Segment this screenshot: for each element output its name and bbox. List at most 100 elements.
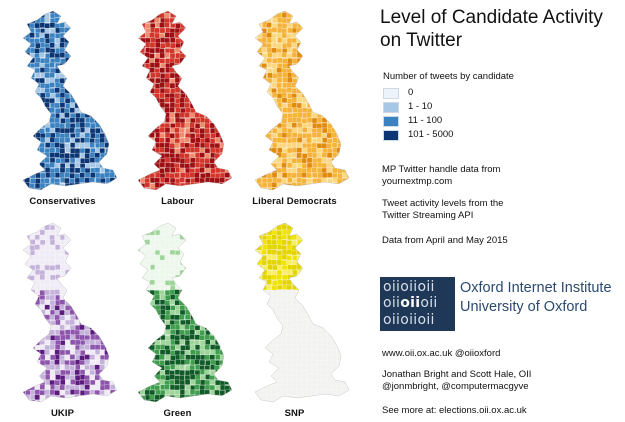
- constituency-cell: [185, 167, 191, 174]
- constituency-cell: [130, 260, 135, 265]
- constituency-cell: [29, 158, 36, 164]
- constituency-cell: [94, 12, 101, 19]
- constituency-cell: [327, 305, 333, 311]
- constituency-cell: [219, 224, 226, 231]
- constituency-cell: [49, 254, 55, 261]
- constituency-cell: [149, 399, 156, 402]
- constituency-cell: [64, 67, 70, 73]
- constituency-cell: [94, 52, 101, 58]
- constituency-cell: [185, 384, 191, 391]
- constituency-cell: [301, 37, 308, 43]
- constituency-cell: [312, 254, 318, 260]
- constituency-cell: [204, 309, 210, 315]
- constituency-cell: [169, 173, 175, 179]
- constituency-cell: [204, 62, 211, 69]
- constituency-cell: [291, 364, 297, 371]
- constituency-cell: [247, 370, 252, 375]
- constituency-cell: [276, 344, 282, 351]
- constituency-cell: [104, 158, 111, 164]
- constituency-cell: [109, 112, 115, 119]
- constituency-cell: [199, 314, 205, 321]
- constituency-cell: [125, 178, 130, 183]
- constituency-cell: [164, 82, 171, 88]
- constituency-cell: [39, 147, 45, 153]
- constituency-cell: [174, 289, 180, 295]
- constituency-cell: [237, 133, 242, 138]
- constituency-cell: [307, 37, 313, 43]
- constituency-cell: [59, 349, 66, 356]
- constituency-cell: [255, 339, 258, 346]
- constituency-cell: [237, 93, 242, 98]
- constituency-cell: [159, 82, 165, 88]
- constituency-cell: [159, 254, 165, 261]
- constituency-cell: [346, 339, 349, 346]
- constituency-cell: [160, 339, 166, 346]
- constituency-cell: [301, 340, 308, 346]
- constituency-cell: [23, 225, 25, 231]
- constituency-cell: [200, 17, 206, 23]
- constituency-cell: [184, 314, 191, 320]
- constituency-cell: [336, 335, 342, 341]
- constituency-cell: [44, 299, 50, 306]
- constituency-cell: [64, 274, 70, 281]
- constituency-cell: [209, 32, 215, 39]
- constituency-cell: [342, 117, 348, 123]
- constituency-cell: [25, 11, 31, 14]
- constituency-cell: [179, 244, 185, 251]
- constituency-cell: [138, 369, 140, 376]
- constituency-cell: [30, 143, 36, 149]
- constituency-cell: [276, 57, 283, 64]
- constituency-cell: [64, 223, 71, 226]
- constituency-cell: [261, 249, 267, 255]
- constituency-cell: [5, 280, 10, 285]
- constituency-cell: [138, 183, 140, 189]
- constituency-cell: [144, 334, 151, 340]
- constituency-cell: [10, 178, 15, 183]
- constituency-cell: [164, 127, 171, 134]
- constituency-cell: [139, 370, 145, 376]
- constituency-cell: [94, 384, 101, 391]
- constituency-cell: [276, 43, 282, 49]
- constituency-cell: [95, 163, 101, 169]
- constituency-cell: [89, 97, 96, 104]
- constituency-cell: [266, 22, 272, 28]
- constituency-cell: [306, 270, 312, 276]
- constituency-cell: [219, 97, 226, 104]
- constituency-cell: [321, 122, 328, 129]
- constituency-cell: [281, 167, 287, 174]
- constituency-cell: [94, 182, 101, 188]
- constituency-cell: [55, 132, 61, 138]
- constituency-cell: [179, 97, 185, 104]
- constituency-cell: [5, 178, 10, 183]
- constituency-cell: [24, 240, 31, 246]
- constituency-cell: [316, 47, 323, 53]
- constituency-cell: [138, 27, 141, 34]
- constituency-cell: [204, 275, 211, 281]
- constituency-cell: [125, 340, 130, 345]
- constituency-cell: [15, 103, 20, 108]
- constituency-cell: [80, 340, 86, 346]
- constituency-cell: [302, 284, 308, 291]
- constituency-cell: [34, 370, 40, 376]
- constituency-cell: [120, 230, 125, 235]
- constituency-cell: [205, 172, 211, 178]
- constituency-cell: [184, 244, 190, 250]
- constituency-cell: [24, 309, 31, 316]
- constituency-cell: [296, 42, 303, 49]
- constituency-cell: [154, 88, 161, 94]
- constituency-cell: [267, 52, 273, 58]
- constituency-cell: [138, 13, 141, 19]
- constituency-cell: [105, 18, 111, 24]
- constituency-cell: [276, 177, 283, 184]
- constituency-cell: [296, 339, 302, 345]
- constituency-cell: [346, 73, 349, 79]
- constituency-cell: [165, 27, 171, 34]
- constituency-cell: [194, 162, 201, 168]
- constituency-cell: [34, 67, 41, 74]
- constituency-cell: [321, 284, 327, 290]
- constituency-cell: [15, 315, 20, 320]
- constituency-cell: [272, 339, 278, 346]
- constituency-cell: [242, 28, 247, 33]
- constituency-cell: [49, 107, 55, 114]
- constituency-cell: [100, 399, 106, 402]
